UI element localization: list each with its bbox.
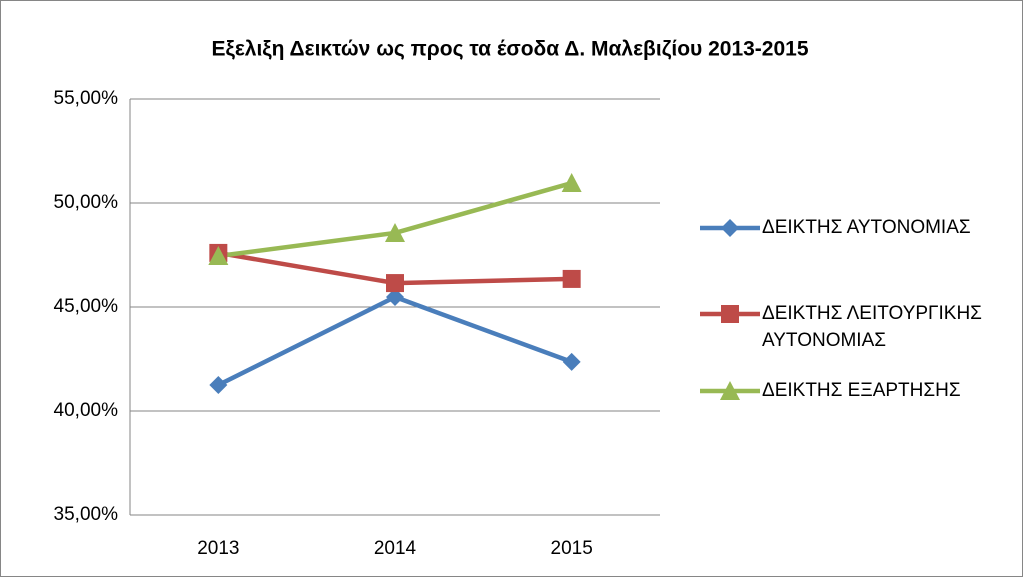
chart-title: Εξελιξη Δεικτών ως προς τα έσοδα Δ. Μαλε… [211, 38, 808, 61]
x-tick-label: 2013 [197, 538, 239, 559]
marker [209, 376, 228, 394]
legend-entry: ΔΕΙΚΤΗΣ ΛΕΙΤΟΥΡΓΙΚΗΣ ΑΥΤΟΝΟΜΙΑΣ [700, 303, 982, 351]
y-tick-label: 45,00% [54, 296, 119, 317]
marker [721, 219, 739, 237]
marker [386, 274, 404, 293]
y-tick-label: 50,00% [54, 192, 119, 213]
x-tick-label: 2014 [374, 538, 417, 559]
marker [385, 222, 405, 242]
legend-entry: ΔΕΙΚΤΗΣ ΕΞΑΡΤΗΣΗΣ [700, 380, 961, 401]
legend-entry: ΔΕΙΚΤΗΣ ΑΥΤΟΝΟΜΙΑΣ [700, 217, 971, 238]
marker [561, 173, 582, 193]
x-tick-label: 2015 [551, 538, 593, 559]
marker [208, 246, 229, 266]
marker [721, 305, 739, 323]
legend-label: ΔΕΙΚΤΗΣ ΑΥΤΟΝΟΜΙΑΣ [762, 217, 971, 238]
marker [562, 352, 581, 371]
marker [386, 288, 404, 307]
y-tick-label: 35,00% [54, 504, 119, 525]
legend-label: ΔΕΙΚΤΗΣ ΛΕΙΤΟΥΡΓΙΚΗΣ ΑΥΤΟΝΟΜΙΑΣ [762, 303, 982, 351]
marker [720, 381, 740, 400]
legend-label: ΔΕΙΚΤΗΣ ΕΞΑΡΤΗΣΗΣ [762, 380, 961, 401]
y-tick-label: 40,00% [54, 400, 119, 421]
marker [562, 269, 581, 288]
y-tick-label: 55,00% [54, 88, 119, 109]
